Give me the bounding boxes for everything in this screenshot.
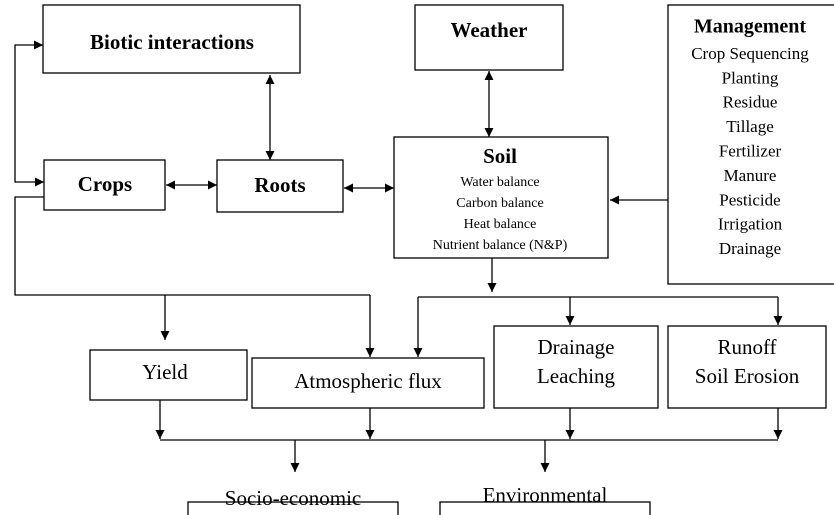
feedback-arrow [14,40,44,187]
management-box [667,4,834,285]
node-item: Pesticide [719,190,780,209]
node-item: Tillage [726,117,774,136]
drainage-box [493,325,659,409]
node-item: Irrigation [718,215,783,234]
node-label: Biotic interactions [90,30,254,54]
node-label: Soil Erosion [695,364,800,388]
node-item: Heat balance [464,217,537,232]
node-item: Water balance [460,175,539,190]
node-item: Residue [723,93,778,112]
node-label: Weather [451,18,528,42]
node-item: Drainage [719,239,781,258]
node-item: Carbon balance [456,196,543,211]
soil-box [393,136,609,259]
biotic-box [42,4,301,74]
node-label: Socio-economic [225,486,361,510]
node-label: Atmospheric flux [294,369,442,393]
crops-box [43,159,166,211]
node-label: Runoff [717,335,776,359]
node-title: Soil [483,144,517,168]
node-item: Planting [722,68,779,87]
runoff-box [667,325,827,409]
node-label: Roots [254,173,305,197]
node-item: Crop Sequencing [691,44,809,63]
node-item: Manure [724,166,777,185]
node-label: Crops [78,172,132,196]
atmospheric-box [251,357,485,409]
node-label: Environmental [483,483,608,507]
roots-box [216,159,344,213]
weather-box [414,4,564,71]
yield-box [89,349,248,401]
node-label: Leaching [537,364,616,388]
socio-box [187,501,399,515]
node-label: Yield [142,360,188,384]
connector [14,196,370,296]
node-item: Nutrient balance (N&P) [433,238,568,253]
node-item: Fertilizer [719,142,782,161]
node-label: Drainage [538,335,615,359]
environmental-box [439,501,651,515]
node-title: Management [694,16,807,38]
